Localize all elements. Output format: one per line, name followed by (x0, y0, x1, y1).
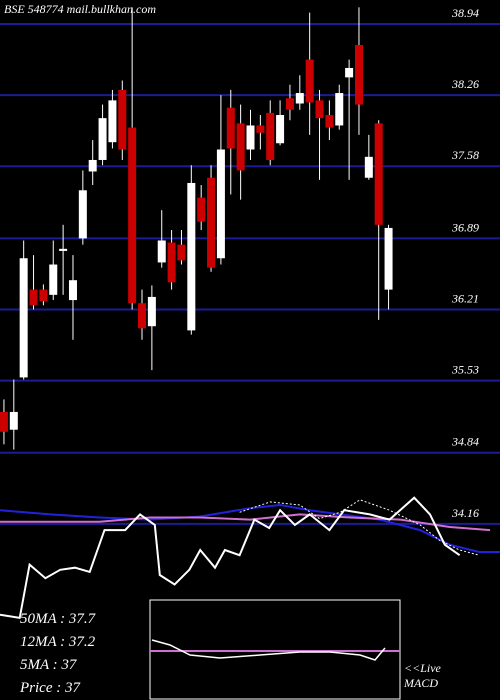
candle-body (59, 248, 68, 251)
y-tick-label: 38.26 (451, 77, 479, 91)
candle-body (266, 112, 275, 160)
y-tick-label: 34.16 (451, 506, 479, 520)
candle-body (108, 100, 117, 143)
candle-body (177, 244, 186, 261)
candle-body (197, 197, 206, 222)
info-text: 5MA : 37 (20, 657, 78, 673)
candle-body (354, 44, 363, 105)
candle-body (216, 149, 225, 259)
y-tick-label: 38.94 (451, 6, 479, 20)
candle-body (236, 123, 245, 171)
candle-body (325, 115, 334, 128)
indicator-line (239, 499, 480, 556)
candle-body (315, 100, 324, 119)
candle-body (276, 115, 285, 144)
candle-body (167, 242, 176, 283)
macd-label: MACD (403, 676, 438, 690)
candle-body (88, 159, 97, 172)
indicator-line (0, 503, 500, 553)
y-tick-label: 35.53 (451, 363, 479, 377)
candle-body (118, 89, 127, 150)
macd-box (149, 599, 401, 700)
y-tick-label: 37.58 (451, 148, 479, 162)
candle-body (39, 289, 48, 302)
chart-title: BSE 548774 mail.bullkhan.com (4, 2, 156, 16)
candle-body (187, 182, 196, 331)
candle-body (246, 125, 255, 150)
macd-label: <<Live (404, 661, 442, 675)
indicator-line (0, 496, 461, 620)
info-text: Price : 37 (19, 680, 81, 696)
candle-body (9, 411, 18, 430)
candle-body (295, 93, 304, 104)
candle-body (68, 280, 77, 301)
macd-line (151, 639, 386, 661)
candle-body (256, 125, 265, 133)
candle-body (305, 59, 314, 103)
info-text: 12MA : 37.2 (20, 634, 96, 650)
candle-body (19, 258, 28, 378)
candle-body (364, 156, 373, 178)
y-tick-label: 34.84 (451, 435, 479, 449)
candle-body (345, 67, 354, 78)
info-text: 50MA : 37.7 (20, 611, 97, 627)
y-tick-label: 36.89 (451, 220, 479, 234)
candle-body (0, 411, 8, 432)
candle-body (128, 127, 137, 304)
y-tick-label: 36.21 (451, 291, 479, 305)
candle-body (384, 227, 393, 290)
candle-body (78, 190, 87, 239)
candle-body (147, 296, 156, 327)
candle-body (98, 118, 107, 160)
candle-body (49, 264, 58, 295)
candle-body (29, 289, 38, 306)
candle-body (226, 107, 235, 149)
candle-body (285, 98, 294, 110)
candle-body (157, 240, 166, 263)
candle-body (138, 303, 147, 329)
candle-body (207, 177, 216, 268)
candle-body (374, 123, 383, 225)
candle-body (335, 93, 344, 126)
